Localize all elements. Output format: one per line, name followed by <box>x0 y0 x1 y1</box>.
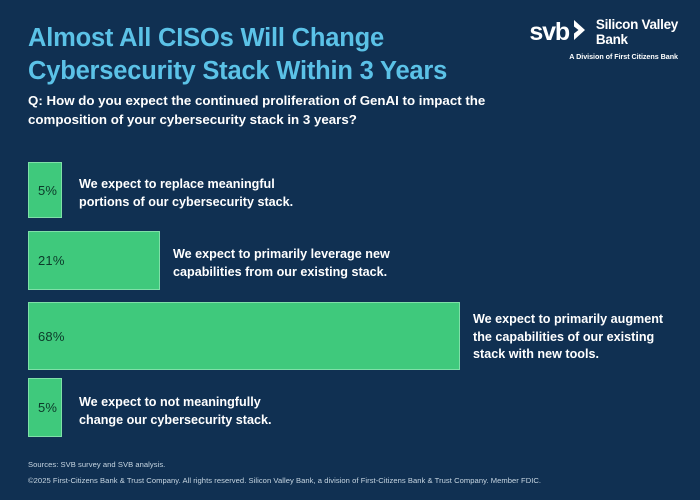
bar-label: We expect to primarily augment the capab… <box>473 312 664 361</box>
bar-chart: 5% We expect to replace meaningful porti… <box>0 150 700 445</box>
logo-bank-name-line-2: Bank <box>595 31 628 47</box>
svb-wordmark: svb <box>529 18 570 46</box>
bar-label: We expect to replace meaningful portions… <box>79 177 294 209</box>
chevron-right-icon <box>573 19 587 46</box>
bar-segment: 68% <box>28 302 460 370</box>
bar-value: 68% <box>38 328 65 344</box>
survey-question: Q: How do you expect the continued proli… <box>28 93 486 127</box>
bar-segment: 21% <box>28 231 160 290</box>
page-title-line-2: Cybersecurity Stack Within 3 Years <box>28 57 448 85</box>
logo-tagline: A Division of First Citizens Bank <box>569 52 678 61</box>
bar-segment: 5% <box>28 378 62 437</box>
footer: Sources: SVB survey and SVB analysis. ©2… <box>28 459 678 486</box>
footer-copyright: ©2025 First-Citizens Bank & Trust Compan… <box>28 476 542 485</box>
logo-bank-name-line-1: Silicon Valley <box>595 17 678 32</box>
page-title: Almost All CISOs Will Change Cybersecuri… <box>28 22 528 88</box>
footer-sources: Sources: SVB survey and SVB analysis. <box>28 460 166 469</box>
logo-bank-name: Silicon Valley Bank <box>595 17 678 47</box>
bar-value: 5% <box>38 400 58 415</box>
header: Almost All CISOs Will Change Cybersecuri… <box>0 0 700 140</box>
logo-primary-row: svb Silicon Valley Bank <box>518 17 678 47</box>
page-title-line-1: Almost All CISOs Will Change <box>28 24 384 52</box>
bar-value: 5% <box>38 182 58 198</box>
svb-logo: svb Silicon Valley Bank A Division of Fi… <box>518 17 678 68</box>
bar-segment: 5% <box>28 162 62 218</box>
bar-label: We expect to not meaningfully change our… <box>79 395 272 427</box>
bar-value: 21% <box>38 253 65 268</box>
bar-label: We expect to primarily leverage new capa… <box>173 247 390 279</box>
